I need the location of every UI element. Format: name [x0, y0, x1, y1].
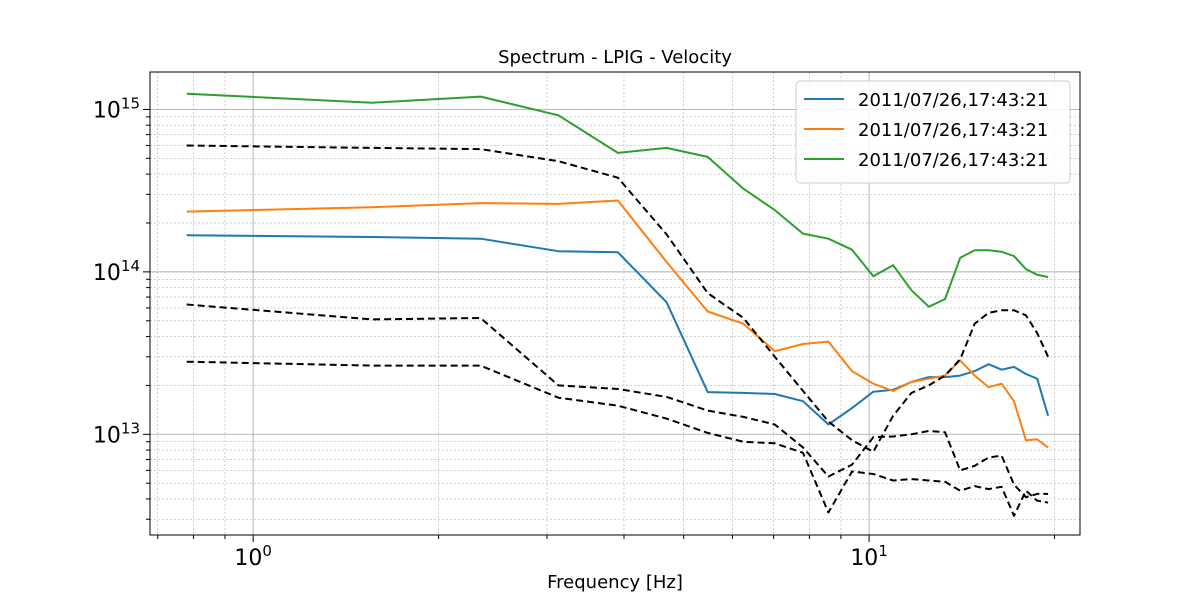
y-tick-label: 1015: [93, 94, 140, 123]
series-line-4: [186, 144, 1050, 453]
chart-title: Spectrum - LPIG - Velocity: [498, 47, 732, 68]
series-group: [186, 92, 1050, 517]
series-line-6: [186, 360, 1049, 517]
legend-box: [795, 80, 1071, 184]
y-tick-label: 1014: [93, 257, 140, 286]
x-tick-label: 101: [850, 542, 888, 571]
x-axis-label: Frequency [Hz]: [547, 572, 683, 593]
y-tick-label: 1013: [93, 419, 140, 448]
legend-label: 2011/07/26,17:43:21: [858, 120, 1048, 141]
series-line-1: [186, 234, 1050, 426]
series-line-3: [186, 92, 1049, 308]
series-line-2: [186, 199, 1049, 449]
legend-label: 2011/07/26,17:43:21: [858, 90, 1048, 111]
x-tick-label: 100: [234, 542, 272, 571]
axis-ticks: 100 101 1013 1014 1015: [93, 94, 1056, 571]
plot-area-frame: [149, 71, 1081, 536]
series-line-5: [186, 303, 1049, 499]
legend: 2011/07/26,17:43:21 2011/07/26,17:43:21 20…: [795, 80, 1071, 184]
legend-label: 2011/07/26,17:43:21: [858, 150, 1048, 171]
